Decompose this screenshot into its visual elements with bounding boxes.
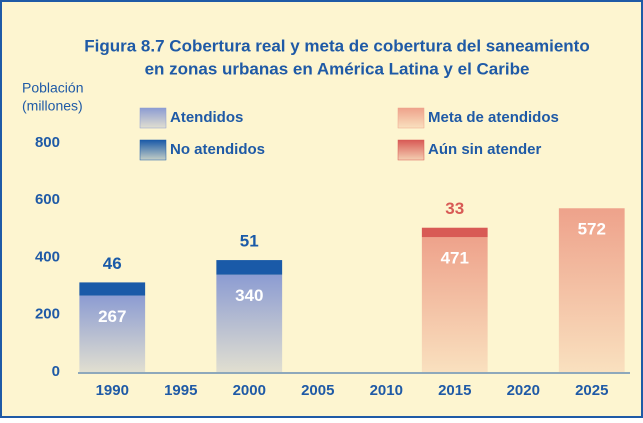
value-label: 267 (98, 307, 126, 326)
chart-title: Figura 8.7 Cobertura real y meta de cobe… (84, 36, 589, 55)
y-axis-label: (millones) (22, 98, 83, 114)
y-tick-label: 800 (35, 134, 60, 151)
x-tick-label: 2010 (370, 382, 403, 399)
y-tick-label: 400 (35, 248, 60, 265)
y-tick-label: 200 (35, 306, 60, 323)
bar (216, 260, 283, 275)
legend-label: Aún sin atender (428, 141, 542, 158)
bar (216, 274, 283, 372)
bar (558, 208, 625, 372)
bar (421, 237, 488, 372)
legend-swatch (139, 139, 167, 161)
x-tick-label: 2020 (507, 382, 540, 399)
x-tick-label: 2015 (438, 382, 471, 399)
value-label: 46 (103, 254, 122, 273)
legend-swatch (139, 107, 167, 129)
y-axis-label: Población (22, 80, 84, 96)
value-label: 340 (235, 286, 263, 305)
x-tick-label: 1990 (96, 382, 129, 399)
legend-swatch (397, 107, 425, 129)
y-tick-label: 0 (52, 363, 60, 380)
chart-title: en zonas urbanas en América Latina y el … (145, 59, 530, 78)
value-label: 572 (578, 220, 606, 239)
legend-label: Meta de atendidos (428, 109, 559, 126)
bar (79, 282, 146, 296)
bar (421, 227, 488, 238)
y-tick-label: 600 (35, 191, 60, 208)
value-label: 471 (441, 249, 469, 268)
legend-swatch (397, 139, 425, 161)
bar (79, 295, 146, 372)
x-tick-label: 1995 (164, 382, 197, 399)
legend-label: No atendidos (170, 141, 265, 158)
value-label: 51 (240, 232, 259, 251)
x-tick-label: 2005 (301, 382, 334, 399)
x-tick-label: 2025 (575, 382, 608, 399)
value-label: 33 (445, 199, 464, 218)
x-tick-label: 2000 (233, 382, 266, 399)
legend-label: Atendidos (170, 109, 243, 126)
